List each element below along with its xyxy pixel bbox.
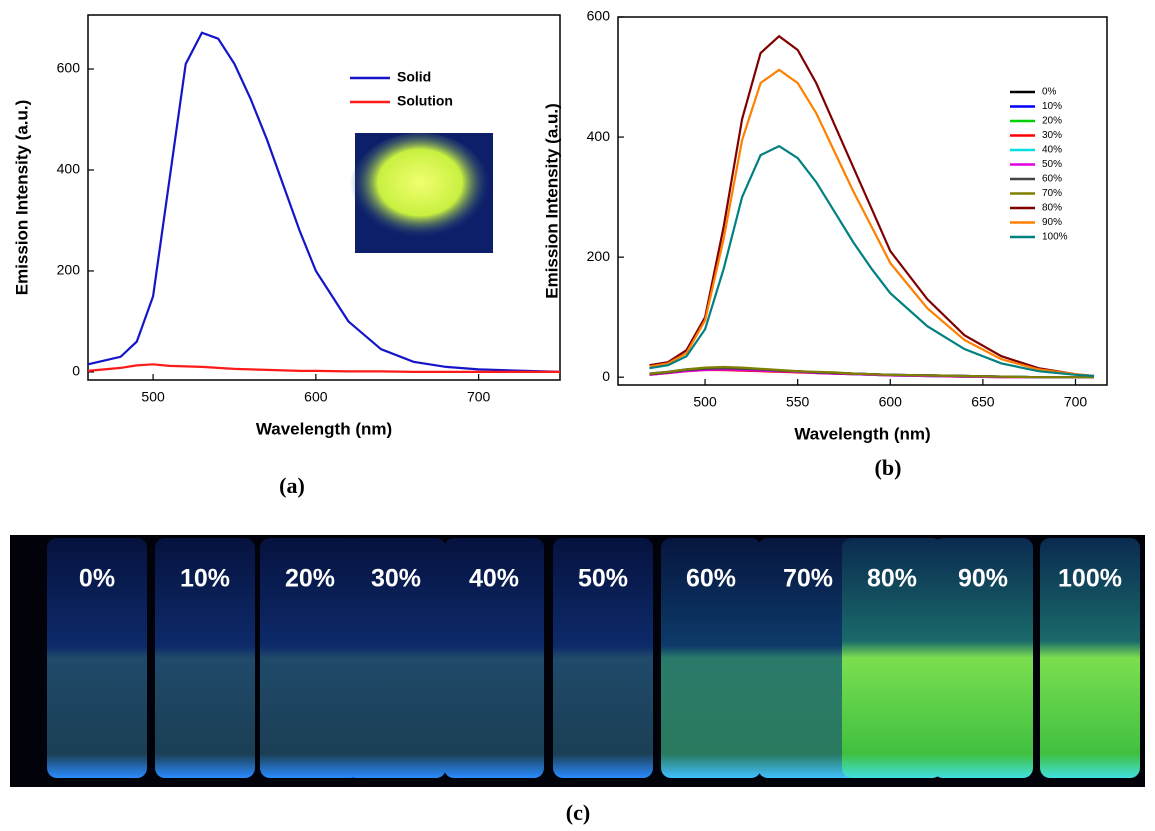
vial-label: 90% [958, 565, 1008, 593]
vial [933, 538, 1033, 778]
vial-label: 10% [180, 565, 230, 593]
y-tick-label: 600 [587, 8, 611, 24]
vial-label: 100% [1058, 565, 1122, 593]
plot-frame [617, 16, 1108, 386]
panel-label: (b) [875, 455, 902, 480]
vial-label: 70% [783, 565, 833, 593]
legend-label: 40% [1042, 145, 1062, 156]
vial-label: 20% [285, 565, 335, 593]
vial-label: 50% [578, 565, 628, 593]
x-axis-label: Wavelength (nm) [794, 424, 930, 443]
y-axis-label: Emission Intensity (a.u.) [542, 103, 561, 299]
legend-label: 60% [1042, 174, 1062, 185]
legend-label: Solution [397, 93, 453, 109]
vial [758, 538, 858, 778]
vial [155, 538, 255, 778]
x-tick-label: 600 [304, 389, 328, 405]
vial [661, 538, 761, 778]
inset-glow [350, 133, 490, 243]
series-line [649, 34, 1095, 378]
vial [260, 538, 360, 778]
panel-label: (a) [279, 473, 305, 498]
legend-label: 30% [1042, 130, 1062, 141]
vial-label: 40% [469, 565, 519, 593]
series-line [649, 144, 1095, 378]
y-tick-label: 0 [602, 368, 610, 384]
y-tick-label: 200 [57, 262, 81, 278]
vial [47, 538, 147, 778]
legend-label: 70% [1042, 188, 1062, 199]
x-tick-label: 600 [879, 394, 903, 410]
y-tick-label: 0 [72, 363, 80, 379]
series-line [649, 68, 1095, 378]
series-line [649, 365, 1094, 379]
vial-label: 30% [371, 565, 421, 593]
x-tick-label: 500 [141, 389, 165, 405]
y-axis-label: Emission Intensity (a.u.) [12, 100, 31, 296]
legend-label: 0% [1042, 87, 1057, 98]
series-line [87, 31, 561, 373]
x-tick-label: 650 [971, 394, 995, 410]
x-tick-label: 700 [1064, 394, 1088, 410]
x-tick-label: 500 [693, 394, 717, 410]
vial [1040, 538, 1140, 778]
x-axis-label: Wavelength (nm) [256, 419, 392, 438]
vial [553, 538, 653, 778]
vial [842, 538, 942, 778]
legend-label: 80% [1042, 203, 1062, 214]
y-tick-label: 400 [587, 128, 611, 144]
vial [444, 538, 544, 778]
legend-label: 10% [1042, 101, 1062, 112]
legend-label: 50% [1042, 159, 1062, 170]
panel-label: (c) [566, 800, 590, 825]
vial-label: 0% [79, 565, 115, 593]
plot-frame [87, 14, 561, 381]
y-tick-label: 600 [57, 60, 81, 76]
legend-label: Solid [397, 69, 431, 85]
y-tick-label: 200 [587, 248, 611, 264]
vial [346, 538, 446, 778]
series-line [87, 363, 560, 373]
legend-label: 20% [1042, 116, 1062, 127]
x-tick-label: 550 [786, 394, 810, 410]
vial-label: 60% [686, 565, 736, 593]
vial-label: 80% [867, 565, 917, 593]
y-tick-label: 400 [57, 161, 81, 177]
legend-label: 100% [1042, 232, 1068, 243]
legend-label: 90% [1042, 217, 1062, 228]
x-tick-label: 700 [467, 389, 491, 405]
